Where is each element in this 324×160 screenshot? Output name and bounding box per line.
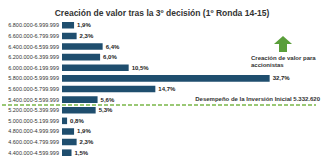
svg-text:6.600.000-6.799.999: 6.600.000-6.799.999 — [8, 33, 59, 39]
svg-text:6,4%: 6,4% — [106, 44, 120, 50]
svg-text:4.400.000-4.599.999: 4.400.000-4.599.999 — [8, 150, 59, 156]
svg-text:Desempeño de la Inversión Inic: Desempeño de la Inversión Inicial 5.332.… — [195, 96, 320, 102]
svg-text:32,7%: 32,7% — [273, 75, 291, 81]
svg-text:6,0%: 6,0% — [103, 54, 117, 60]
svg-text:6.000.000-6.199.999: 6.000.000-6.199.999 — [8, 65, 59, 71]
svg-text:5.600.000-5.799.999: 5.600.000-5.799.999 — [8, 86, 59, 92]
svg-text:5,6%: 5,6% — [101, 97, 115, 103]
svg-text:6.200.000-6.399.999: 6.200.000-6.399.999 — [8, 54, 59, 60]
svg-text:14,7%: 14,7% — [158, 86, 176, 92]
svg-text:5.000.000-5.199.999: 5.000.000-5.199.999 — [8, 118, 59, 124]
svg-text:accionistas: accionistas — [251, 62, 284, 68]
svg-text:4.800.000-4.999.999: 4.800.000-4.999.999 — [8, 128, 59, 134]
svg-text:1,9%: 1,9% — [77, 128, 91, 134]
svg-text:6.800.000-6.999.999: 6.800.000-6.999.999 — [8, 22, 59, 28]
svg-text:4.600.000-4.799.999: 4.600.000-4.799.999 — [8, 139, 59, 145]
svg-text:5.400.000-5.599.999: 5.400.000-5.599.999 — [8, 97, 59, 103]
svg-text:1,5%: 1,5% — [75, 150, 89, 156]
svg-text:2,3%: 2,3% — [80, 139, 94, 145]
svg-text:2,3%: 2,3% — [80, 33, 94, 39]
svg-text:Creación de valor para: Creación de valor para — [251, 55, 317, 61]
svg-text:0,8%: 0,8% — [70, 118, 84, 124]
svg-text:Creación de valor tras la 3º d: Creación de valor tras la 3º decisión (1… — [55, 8, 270, 18]
svg-text:1,9%: 1,9% — [77, 22, 91, 28]
svg-text:5.800.000-5.999.999: 5.800.000-5.999.999 — [8, 75, 59, 81]
svg-text:10,5%: 10,5% — [132, 65, 150, 71]
svg-text:6.400.000-6.599.999: 6.400.000-6.599.999 — [8, 44, 59, 50]
svg-text:5.200.000-5.399.999: 5.200.000-5.399.999 — [8, 107, 59, 113]
svg-text:5,3%: 5,3% — [99, 107, 113, 113]
